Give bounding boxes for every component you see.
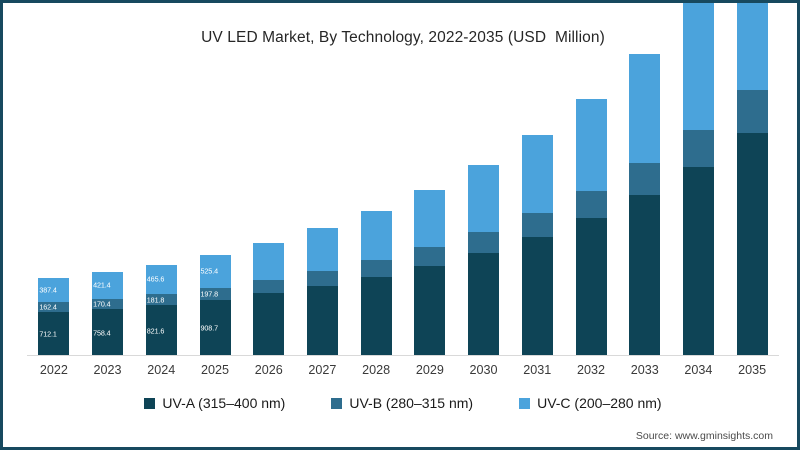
bar-segment[interactable]: 3610.0: [736, 132, 768, 356]
bar-segment[interactable]: 1134.0: [306, 285, 338, 356]
bar-segment[interactable]: 1012.0: [253, 293, 285, 356]
x-axis-tick-2028: 2028: [362, 363, 391, 377]
bar-segment[interactable]: 1487.0: [575, 98, 607, 191]
bar-segment[interactable]: 170.4: [92, 298, 124, 310]
x-axis-tick-2027: 2027: [308, 363, 337, 377]
bar-segment[interactable]: 3060.0: [682, 166, 714, 356]
x-axis-tick-2034: 2034: [684, 363, 713, 377]
x-axis-tick-2029: 2029: [415, 363, 444, 377]
bar-segment[interactable]: 442.0: [575, 190, 607, 218]
legend-label: UV-B (280–315 nm): [349, 395, 474, 411]
bar-value-label: 821.6: [146, 325, 165, 335]
plot-area: 712.1 162.4 387.4 758.4 170.4 421.4 821.6 181.8…: [27, 3, 779, 356]
bar-value-label: 181.8: [146, 294, 165, 304]
bar-segment[interactable]: 686.0: [306, 228, 338, 271]
bar-value-label: 387.4: [39, 285, 57, 295]
bar-segment[interactable]: 509.0: [629, 163, 661, 195]
bar-group[interactable]: 1134.0240.0686.0: [306, 228, 338, 356]
bar-group[interactable]: 2605.0509.01759.0: [629, 54, 661, 356]
bar-group[interactable]: 1920.0386.01262.0: [521, 135, 553, 356]
bar-segment[interactable]: 217.0: [253, 279, 285, 294]
bar-segment[interactable]: 821.6: [145, 305, 177, 356]
bar-value-label: 758.4: [93, 327, 111, 337]
bar-segment[interactable]: 1075.0: [468, 165, 500, 232]
bar-segment[interactable]: 386.0: [521, 213, 553, 238]
bar-segment[interactable]: 2605.0: [629, 194, 661, 356]
x-axis-baseline: [27, 355, 779, 356]
bar-segment[interactable]: 1262.0: [521, 135, 553, 214]
bar-segment[interactable]: 465.6: [145, 265, 177, 294]
bar-segment[interactable]: 1759.0: [629, 54, 661, 164]
bar-group[interactable]: 3610.0688.02486.0: [736, 3, 768, 356]
bar-segment[interactable]: 181.8: [145, 293, 177, 306]
bar-value-label: 170.4: [93, 299, 111, 309]
chart-title: UV LED Market, By Technology, 2022-2035 …: [201, 29, 605, 46]
bar-segment[interactable]: 712.1: [38, 311, 70, 356]
bar-value-label: 421.4: [93, 280, 111, 290]
bar-segment[interactable]: 590.0: [682, 130, 714, 167]
bar-group[interactable]: 1665.0339.01075.0: [468, 165, 500, 356]
x-axis-tick-2032: 2032: [576, 363, 606, 377]
bar-segment[interactable]: 162.4: [38, 301, 70, 312]
legend-swatch-icon: [331, 397, 343, 409]
bar-segment[interactable]: 920.0: [414, 190, 446, 248]
bar-value-label: 465.6: [146, 274, 165, 284]
bar-value-label: 908.7: [200, 323, 219, 333]
bar-segment[interactable]: 240.0: [306, 270, 338, 286]
bar-value-label: 162.4: [39, 302, 57, 312]
bar-group[interactable]: 2230.0442.01487.0: [575, 98, 607, 356]
bar-segment[interactable]: 792.0: [360, 211, 392, 261]
source-attribution: Source: www.gminsights.com: [635, 430, 773, 442]
bar-group[interactable]: 1280.0267.0792.0: [360, 211, 392, 356]
legend-label: UV-C (200–280 nm): [537, 395, 662, 411]
bar-segment[interactable]: 598.0: [253, 242, 285, 280]
bar-value-label: 197.8: [200, 289, 219, 299]
x-axis-tick-2023: 2023: [93, 363, 122, 377]
bar-group[interactable]: 3060.0590.02088.0: [682, 3, 714, 356]
x-axis-tick-2035: 2035: [738, 363, 767, 377]
bar-group[interactable]: 908.7 197.8 525.4: [199, 255, 231, 356]
bar-segment[interactable]: 1920.0: [521, 237, 553, 356]
x-axis-tick-2030: 2030: [469, 363, 498, 377]
bar-segment[interactable]: 908.7: [199, 299, 231, 356]
bar-segment[interactable]: 1280.0: [360, 276, 392, 356]
chart-legend: UV-A (315–400 nm) UV-B (280–315 nm) UV-C (…: [3, 395, 797, 411]
bar-segment[interactable]: 339.0: [468, 231, 500, 253]
bar-segment[interactable]: 2486.0: [736, 3, 768, 90]
bar-segment[interactable]: 421.4: [92, 272, 124, 299]
x-axis-tick-2031: 2031: [523, 363, 552, 377]
x-axis-tick-2026: 2026: [254, 363, 283, 377]
x-axis-tick-2033: 2033: [630, 363, 659, 377]
bar-segment[interactable]: 387.4: [38, 277, 70, 302]
bar-group[interactable]: 758.4 170.4 421.4: [92, 272, 124, 356]
bar-value-label: 525.4: [200, 266, 219, 276]
bar-segment[interactable]: 267.0: [360, 260, 392, 277]
bar-segment[interactable]: 688.0: [736, 89, 768, 133]
x-axis-tick-2025: 2025: [200, 363, 230, 377]
bar-group[interactable]: 821.6 181.8 465.6: [145, 265, 177, 356]
bar-value-label: 712.1: [39, 329, 57, 339]
bar-segment[interactable]: 1665.0: [468, 252, 500, 356]
bar-segment[interactable]: 758.4: [92, 309, 124, 356]
bar-segment[interactable]: 1455.0: [414, 265, 446, 356]
legend-item-1[interactable]: UV-A (315–400 nm): [144, 395, 285, 411]
legend-item-2[interactable]: UV-B (280–315 nm): [331, 395, 473, 411]
legend-item-3[interactable]: UV-C (200–280 nm): [519, 395, 662, 411]
bar-segment[interactable]: 525.4: [199, 255, 231, 288]
legend-label: UV-A (315–400 nm): [162, 395, 286, 411]
legend-swatch-icon: [519, 397, 531, 409]
legend-swatch-icon: [144, 397, 156, 409]
bar-group[interactable]: 1455.0300.0920.0: [414, 190, 446, 356]
bar-segment[interactable]: 300.0: [414, 247, 446, 266]
x-axis-tick-2022: 2022: [39, 363, 68, 377]
x-axis-tick-2024: 2024: [147, 363, 176, 377]
bar-group[interactable]: 1012.0217.0598.0: [253, 242, 285, 356]
x-axis-ticks: 2022 2023 2024 2025 2026 2027 2028 2029 2030 2031…: [27, 363, 779, 383]
bar-segment[interactable]: 197.8: [199, 287, 231, 300]
bar-segment[interactable]: 2088.0: [682, 3, 714, 131]
bar-group[interactable]: 712.1 162.4 387.4: [38, 277, 70, 356]
bar-segment[interactable]: 2230.0: [575, 217, 607, 356]
